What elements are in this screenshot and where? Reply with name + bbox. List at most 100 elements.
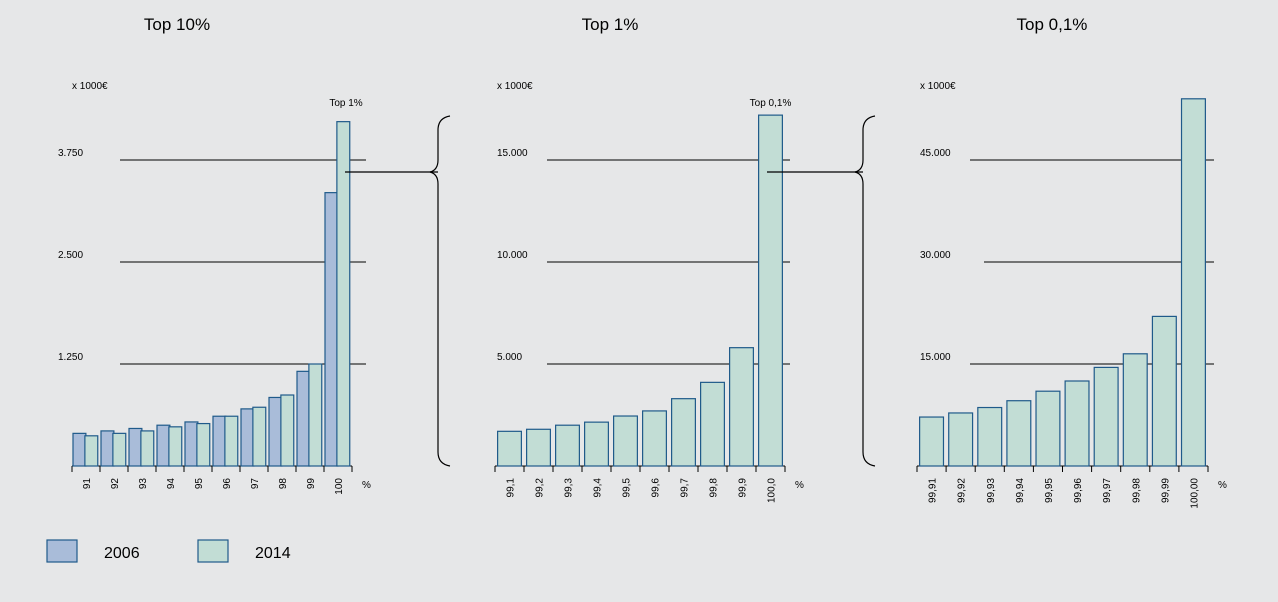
x-tick-label: 99,93 [986, 478, 997, 503]
x-tick-label: 100,0 [767, 478, 778, 503]
x-tick-label: 93 [138, 478, 149, 490]
bar-2014-99,94 [1006, 400, 1032, 467]
x-tick-label: 99,97 [1102, 478, 1113, 503]
bar-2014-93 [140, 430, 155, 467]
brace-2 [854, 115, 876, 467]
bar-2014-99,9 [729, 347, 754, 467]
x-tick-label: 99,96 [1073, 478, 1084, 503]
x-tick-label: 98 [278, 478, 289, 490]
x-tick-label: 99,92 [957, 478, 968, 503]
bar-2014-99,8 [700, 381, 725, 467]
bar-2006-91 [72, 432, 87, 467]
bar-2014-99,4 [584, 421, 609, 467]
bar-2006-95 [184, 421, 199, 467]
bar-2014-99,99 [1151, 315, 1177, 467]
bar-2014-99,5 [613, 415, 638, 467]
bar-2014-99,7 [671, 398, 696, 467]
annotation-label: Top 0,1% [750, 98, 792, 109]
bar-2014-98 [280, 394, 295, 467]
unit-label: x 1000€ [920, 81, 956, 92]
bar-2014-99,96 [1064, 380, 1090, 467]
legend-label-2014: 2014 [255, 545, 291, 562]
x-tick-label: 91 [82, 478, 93, 490]
x-tick-label: 99,9 [738, 478, 749, 498]
legend-label-2006: 2006 [104, 545, 140, 562]
unit-label: x 1000€ [72, 81, 108, 92]
y-tick-label: 15.000 [497, 148, 528, 159]
x-tick-label: 97 [250, 478, 261, 490]
bar-2014-99,97 [1093, 366, 1119, 467]
bar-2014-99,92 [948, 412, 974, 467]
bar-2014-92 [112, 432, 127, 467]
legend-swatch-2014 [197, 539, 229, 563]
x-tick-label: 100 [334, 478, 345, 495]
x-tick-label: 99 [306, 478, 317, 490]
x-tick-label: 99,98 [1131, 478, 1142, 503]
x-tick-label: 99,8 [709, 478, 720, 498]
legend-swatch-2006 [46, 539, 78, 563]
bar-2006-96 [212, 415, 227, 467]
bar-2014-91 [84, 435, 99, 467]
x-tick-label: 99,6 [651, 478, 662, 498]
bar-2006-93 [128, 427, 143, 467]
bar-2014-99,1 [497, 430, 522, 467]
legend: 2006 2014 [46, 539, 291, 563]
y-tick-label: 10.000 [497, 250, 528, 261]
x-tick-label: 95 [194, 478, 205, 490]
x-unit-label: % [795, 480, 804, 491]
bar-2014-99,98 [1122, 353, 1148, 467]
x-unit-label: % [1218, 480, 1227, 491]
x-tick-label: 99,7 [680, 478, 691, 498]
bar-2014-99 [308, 363, 323, 467]
panel-top-01: Top 0,1% x 1000€ 15.000 30.000 45.000 99,91 99… [916, 15, 1227, 509]
unit-label: x 1000€ [497, 81, 533, 92]
y-tick-label: 30.000 [920, 250, 951, 261]
x-tick-label: 100,00 [1189, 478, 1200, 509]
bar-2006-99 [296, 370, 311, 467]
x-tick-label: 92 [110, 478, 121, 490]
bar-2014-99,6 [642, 410, 667, 467]
panel-top-10: Top 10% x 1000€ 1.250 2.500 3.750 91 92 93 94 95 9… [58, 15, 371, 495]
x-tick-label: 99,3 [564, 478, 575, 498]
bar-2014-96 [224, 415, 239, 467]
bar-2014-100,00 [1180, 98, 1206, 467]
bar-2014-100,0 [758, 114, 783, 467]
x-tick-label: 99,4 [593, 478, 604, 498]
x-tick-label: 99,1 [506, 478, 517, 498]
x-tick-label: 99,94 [1015, 478, 1026, 503]
bar-2014-100 [336, 121, 351, 467]
x-tick-label: 96 [222, 478, 233, 490]
bar-2006-98 [268, 396, 283, 467]
bar-2014-99,2 [526, 428, 551, 467]
bar-2014-99,91 [919, 416, 945, 467]
chart-title: Top 1% [582, 15, 639, 34]
y-tick-label: 5.000 [497, 352, 522, 363]
x-tick-label: 99,5 [622, 478, 633, 498]
x-tick-label: 94 [166, 478, 177, 490]
x-tick-label: 99,91 [928, 478, 939, 503]
zoom-connectors [345, 115, 876, 467]
bar-2006-97 [240, 408, 255, 467]
y-tick-label: 2.500 [58, 250, 83, 261]
bar-2006-94 [156, 424, 171, 467]
y-tick-label: 3.750 [58, 148, 83, 159]
bar-2014-97 [252, 406, 267, 467]
annotation-label: Top 1% [329, 98, 362, 109]
bar-2014-99,95 [1035, 390, 1061, 467]
bar-2014-94 [168, 426, 183, 467]
x-tick-label: 99,2 [535, 478, 546, 498]
chart-title: Top 10% [144, 15, 210, 34]
panel-top-1: Top 1% x 1000€ 5.000 10.000 15.000 99,1 99,2 99… [494, 15, 804, 503]
chart-title: Top 0,1% [1017, 15, 1088, 34]
brace-1 [429, 115, 451, 467]
y-tick-label: 45.000 [920, 148, 951, 159]
x-tick-label: 99,99 [1160, 478, 1171, 503]
bar-2014-99,93 [977, 406, 1003, 467]
bar-2014-99,3 [555, 424, 580, 467]
bar-2006-92 [100, 430, 115, 467]
x-unit-label: % [362, 480, 371, 491]
bar-2006-100 [324, 192, 339, 467]
bar-2014-95 [196, 422, 211, 467]
y-tick-label: 15.000 [920, 352, 951, 363]
